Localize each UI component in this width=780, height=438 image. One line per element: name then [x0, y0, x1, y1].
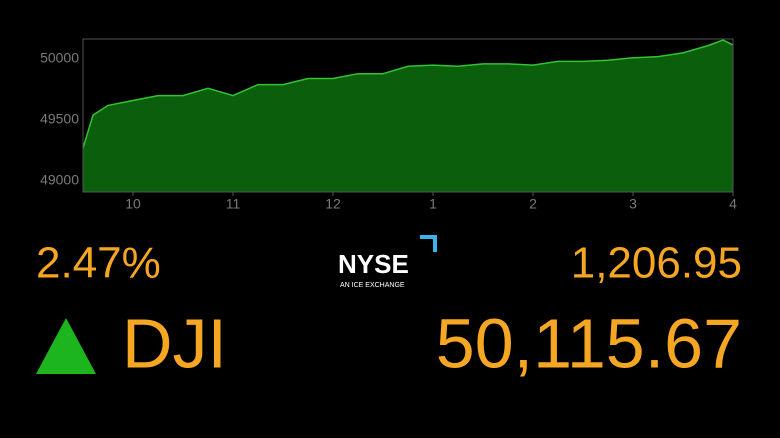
logo-bracket [420, 235, 437, 252]
plot-frame [82, 38, 734, 193]
nyse-logo: NYSE AN ICE EXCHANGE [338, 235, 437, 289]
logo-tagline: AN ICE EXCHANGE [340, 282, 405, 289]
price: 50,115.67 [436, 304, 742, 382]
point-change: 1,206.95 [571, 239, 742, 288]
y-tick-label: 49500 [40, 111, 79, 127]
x-tick-label: 1 [429, 196, 437, 212]
x-tick-label: 10 [125, 196, 141, 212]
logo-name: NYSE [338, 249, 409, 279]
y-tick-label: 49000 [40, 172, 79, 188]
up-arrow [36, 318, 96, 374]
x-tick-label: 4 [729, 196, 737, 212]
line [82, 39, 734, 149]
x-tick-label: 11 [226, 196, 241, 212]
x-tick-label: 3 [629, 196, 637, 212]
x-tick-label: 2 [529, 196, 537, 212]
percent-change: 2.47% [36, 239, 161, 288]
x-tick-label: 12 [325, 196, 341, 212]
y-tick-label: 50000 [40, 50, 79, 66]
symbol: DJI [122, 304, 227, 382]
area [83, 40, 733, 192]
